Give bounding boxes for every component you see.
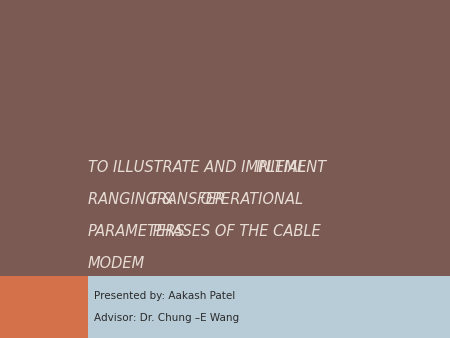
Text: Advisor: Dr. Chung –E Wang: Advisor: Dr. Chung –E Wang [94,313,239,323]
Text: INITIAL: INITIAL [256,161,307,175]
Bar [0,276,88,338]
Text: OPERATIONAL: OPERATIONAL [196,193,303,208]
Text: MODEM: MODEM [88,257,145,271]
Text: PARAMETERS: PARAMETERS [88,224,185,240]
Text: TRANSFER: TRANSFER [148,193,225,208]
Text: Presented by: Aakash Patel: Presented by: Aakash Patel [94,291,235,301]
Bar [88,276,450,338]
Text: RANGING &: RANGING & [88,193,178,208]
Text: TO ILLUSTRATE AND IMPLEMENT: TO ILLUSTRATE AND IMPLEMENT [88,161,331,175]
Text: PHASES OF THE CABLE: PHASES OF THE CABLE [148,224,321,240]
